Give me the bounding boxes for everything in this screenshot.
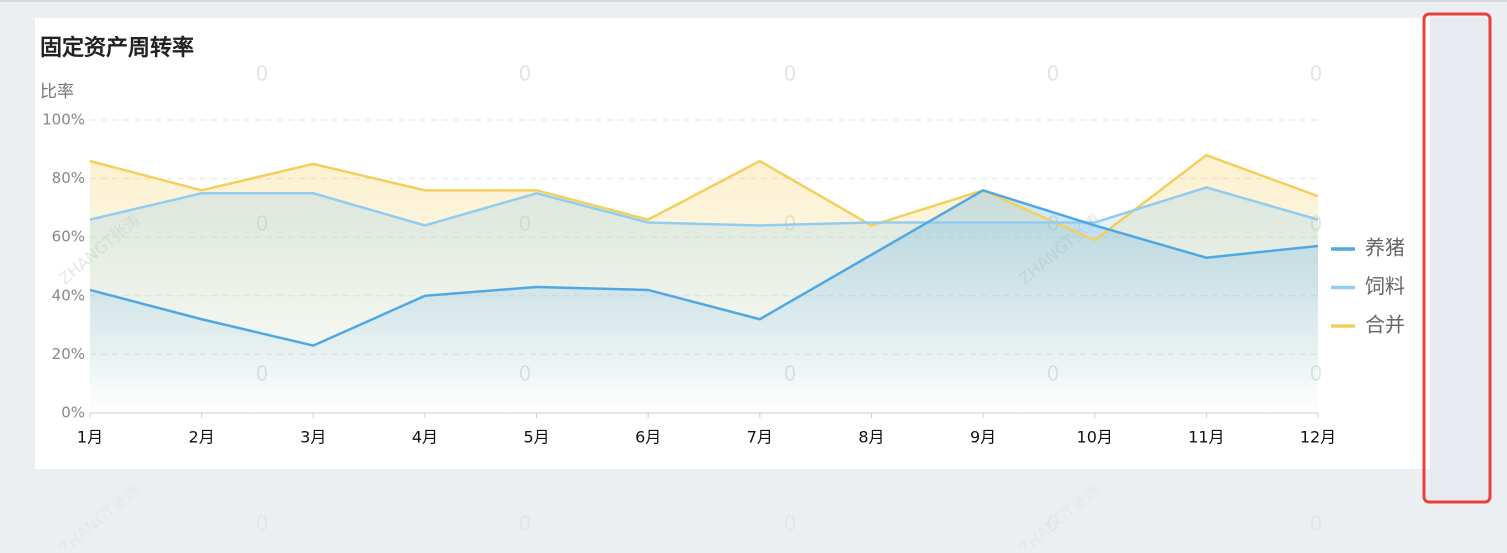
x-tick-label: 12月 — [1300, 428, 1336, 447]
watermark-digit: 0 — [1310, 62, 1323, 86]
x-tick-label: 1月 — [77, 428, 103, 447]
x-tick-label: 9月 — [970, 428, 996, 447]
plot: 0% 20% 40% 60% 80% 100% 1月 2月 3月 4月 5月 6月 7月 8月 9月 10月 1… — [42, 111, 1405, 447]
watermark-digit: 0 — [1047, 512, 1060, 536]
y-tick-label: 40% — [52, 286, 85, 304]
line — [89, 153, 1319, 242]
watermark-digit: 0 — [256, 512, 269, 536]
legend-label: 合并 — [1365, 313, 1405, 337]
x-tick-label: 6月 — [635, 428, 661, 447]
y-tick-label: 20% — [52, 345, 85, 363]
x-tick-label: 4月 — [412, 428, 438, 447]
x-tick-label: 2月 — [189, 428, 215, 447]
watermark-digit: 0 — [1047, 62, 1060, 86]
y-tick-label: 60% — [52, 228, 85, 246]
x-tick-label: 3月 — [300, 428, 326, 447]
watermark-digit: 0 — [519, 62, 532, 86]
y-tick-label: 100% — [42, 111, 85, 129]
legend-label: 养猪 — [1365, 236, 1405, 260]
side-panel — [1430, 18, 1490, 502]
x-tick-label: 5月 — [523, 428, 549, 447]
y-tick-label: 80% — [52, 169, 85, 187]
top-border — [0, 0, 1507, 2]
watermark-digit: 0 — [256, 62, 269, 86]
x-tick-label: 11月 — [1188, 428, 1224, 447]
y-axis-label: 比率 — [40, 82, 74, 102]
watermark-digit: 0 — [1310, 512, 1323, 536]
chart-title: 固定资产周转率 — [40, 35, 194, 61]
line — [89, 188, 1319, 347]
x-tick-label: 7月 — [747, 428, 773, 447]
y-tick-label: 0% — [61, 404, 85, 422]
x-tick-label: 10月 — [1077, 428, 1113, 447]
highlight-box — [1422, 12, 1492, 504]
watermark-digit: 0 — [784, 62, 797, 86]
watermark-digit: 0 — [784, 512, 797, 536]
line — [89, 186, 1319, 227]
x-tick-label: 8月 — [858, 428, 884, 447]
area — [90, 190, 1318, 413]
legend-label: 饲料 — [1365, 274, 1405, 298]
watermark-digit: 0 — [519, 512, 532, 536]
